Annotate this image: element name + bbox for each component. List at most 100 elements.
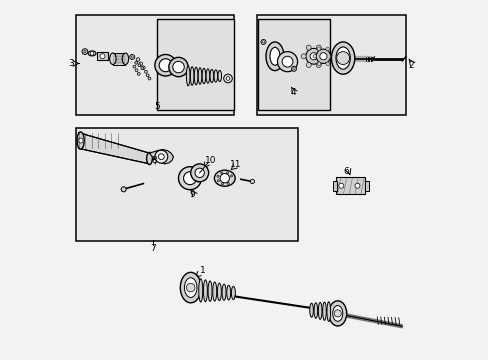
Ellipse shape <box>206 69 209 83</box>
Circle shape <box>291 66 296 71</box>
Circle shape <box>316 49 330 63</box>
Ellipse shape <box>146 152 152 165</box>
Circle shape <box>135 61 137 64</box>
Ellipse shape <box>109 53 116 64</box>
Ellipse shape <box>318 302 321 319</box>
Circle shape <box>226 77 229 80</box>
Ellipse shape <box>226 285 230 300</box>
Circle shape <box>305 63 310 67</box>
Circle shape <box>319 53 326 60</box>
Circle shape <box>292 68 294 70</box>
Text: 8: 8 <box>151 156 157 165</box>
Ellipse shape <box>217 283 221 301</box>
Circle shape <box>223 74 232 83</box>
Ellipse shape <box>265 42 284 71</box>
Ellipse shape <box>222 284 225 300</box>
Ellipse shape <box>331 42 354 74</box>
Circle shape <box>305 45 310 50</box>
Circle shape <box>325 62 329 66</box>
Circle shape <box>121 187 126 192</box>
Ellipse shape <box>335 47 349 69</box>
Ellipse shape <box>202 68 205 84</box>
Circle shape <box>282 56 292 67</box>
Ellipse shape <box>198 68 202 84</box>
Bar <box>76 128 298 241</box>
Circle shape <box>217 175 219 177</box>
Ellipse shape <box>332 306 342 321</box>
Circle shape <box>135 69 138 72</box>
Circle shape <box>155 150 167 163</box>
Circle shape <box>336 51 349 64</box>
Circle shape <box>146 74 149 77</box>
Circle shape <box>186 283 195 292</box>
Ellipse shape <box>214 70 217 82</box>
Circle shape <box>148 77 151 80</box>
Text: 9: 9 <box>189 190 195 199</box>
Ellipse shape <box>184 278 197 297</box>
Circle shape <box>137 72 140 75</box>
Circle shape <box>195 168 204 177</box>
Text: 3: 3 <box>69 59 74 68</box>
Text: 7: 7 <box>150 244 156 253</box>
Circle shape <box>82 49 88 54</box>
Ellipse shape <box>77 132 84 149</box>
Ellipse shape <box>186 66 190 86</box>
Ellipse shape <box>212 282 216 301</box>
Text: 10: 10 <box>204 156 216 165</box>
Circle shape <box>220 172 223 174</box>
Ellipse shape <box>198 279 203 302</box>
Polygon shape <box>149 149 173 164</box>
Circle shape <box>250 179 254 184</box>
Circle shape <box>158 154 164 159</box>
Text: 6: 6 <box>343 167 349 176</box>
Bar <box>257 15 405 116</box>
Circle shape <box>138 64 141 67</box>
Circle shape <box>262 41 264 43</box>
Circle shape <box>277 51 297 72</box>
Bar <box>113 53 125 64</box>
Circle shape <box>333 310 341 317</box>
Circle shape <box>144 70 147 73</box>
Circle shape <box>100 54 105 59</box>
Circle shape <box>133 65 136 68</box>
Ellipse shape <box>269 47 280 65</box>
Circle shape <box>136 58 140 61</box>
Bar <box>97 52 107 60</box>
Circle shape <box>226 172 228 174</box>
Circle shape <box>316 45 321 50</box>
Circle shape <box>183 172 196 185</box>
Circle shape <box>178 167 201 190</box>
Circle shape <box>329 54 333 58</box>
Circle shape <box>139 62 142 66</box>
Ellipse shape <box>313 303 317 318</box>
Circle shape <box>172 61 184 73</box>
Ellipse shape <box>214 170 235 186</box>
Circle shape <box>221 183 223 185</box>
Ellipse shape <box>190 67 194 85</box>
Circle shape <box>131 56 133 58</box>
Bar <box>332 181 337 191</box>
Circle shape <box>141 67 143 69</box>
Circle shape <box>159 59 172 72</box>
Ellipse shape <box>309 303 313 317</box>
Text: 2: 2 <box>407 61 413 70</box>
Ellipse shape <box>322 302 325 320</box>
Bar <box>76 15 233 116</box>
Text: 11: 11 <box>229 161 241 170</box>
Circle shape <box>325 47 329 51</box>
Bar <box>156 19 233 110</box>
Ellipse shape <box>203 280 207 302</box>
Circle shape <box>220 174 229 183</box>
Circle shape <box>78 138 83 143</box>
Polygon shape <box>79 133 149 164</box>
Circle shape <box>226 182 229 184</box>
Ellipse shape <box>88 51 96 56</box>
Ellipse shape <box>328 301 346 326</box>
Text: 1: 1 <box>199 266 205 275</box>
Circle shape <box>301 54 305 59</box>
Circle shape <box>155 54 176 76</box>
Ellipse shape <box>210 69 213 83</box>
Circle shape <box>190 164 208 182</box>
Circle shape <box>317 47 320 51</box>
Circle shape <box>309 53 317 60</box>
